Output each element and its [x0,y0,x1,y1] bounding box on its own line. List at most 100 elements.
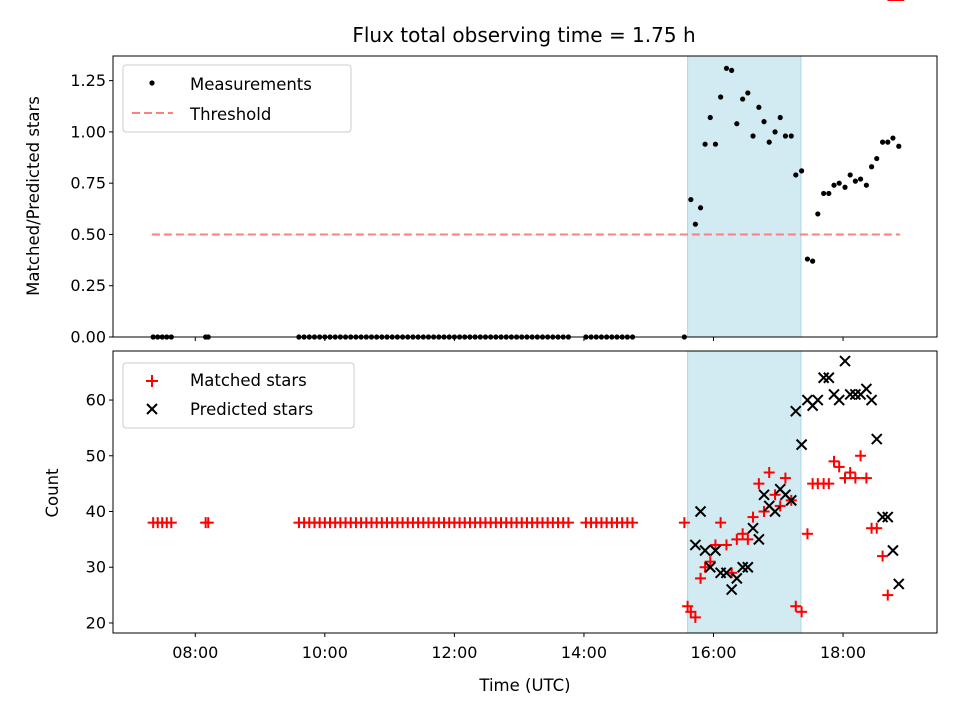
bottom-y-tick-label: 20 [86,613,106,632]
bottom-y-axis-label: Count [43,468,62,518]
measurement-point [777,114,783,121]
matched-stars-points [147,0,905,623]
measurement-point [740,96,746,102]
matched-star-point [704,556,716,568]
measurement-point [793,172,799,178]
matched-star-point [731,533,743,545]
predicted-star-point [790,405,802,417]
matched-star-point [627,517,639,529]
measurement-point [874,155,880,162]
matched-star-point [801,528,813,540]
top-observing-window-shade [687,55,802,338]
predicted-star-point [871,433,883,445]
legend-measurements-label: Measurements [190,75,312,94]
legend-predicted-label: Predicted stars [190,400,313,419]
top-panel: 0.00 0.25 0.50 0.75 1.00 1.25 Matched/Predict… [24,55,938,347]
matched-star-point [747,511,759,523]
measurement-point [723,65,730,71]
chart-title: Flux total observing time = 1.75 h [352,23,695,47]
predicted-star-point [823,372,835,384]
measurement-point [766,139,772,145]
measurement-point [847,172,853,178]
predicted-star-point [893,578,905,590]
top-legend: Measurements Threshold [122,64,352,133]
predicted-star-point [758,489,770,501]
predicted-star-point [720,567,733,579]
matched-star-point [763,466,775,478]
measurement-point [836,180,842,186]
bottom-panel: 20 30 40 50 60 08:00 10:00 12:00 14:00 16:00 18:0… [43,0,938,695]
predicted-star-point [689,539,702,551]
matched-star-point [699,561,711,573]
measurement-point [831,182,837,188]
matched-star-point [849,472,861,484]
measurement-point [826,190,832,197]
top-x-ticks [194,337,844,341]
top-y-axis-label: Matched/Predicted stars [24,96,43,296]
measurement-point [745,90,751,96]
bottom-legend-box [122,362,355,429]
x-tick-label: 14:00 [561,643,607,662]
legend-measurements-marker [149,80,155,86]
matched-star-point [796,606,808,618]
measurement-point [799,168,805,174]
matched-star-point [753,478,765,490]
predicted-star-point [812,394,824,406]
top-axes-frame [112,55,938,338]
predicted-star-point [882,511,894,523]
measurement-point [804,256,811,262]
legend-matched-label: Matched stars [190,371,307,390]
matched-star-point [790,600,802,612]
matched-star-point [562,517,574,529]
measurement-point [890,135,896,141]
matched-star-point [844,466,856,478]
top-y-ticks: 0.00 0.25 0.50 0.75 1.00 1.25 [70,71,113,347]
matched-star-point [877,550,889,562]
bottom-y-tick-label: 40 [86,502,106,521]
predicted-star-point [736,561,749,573]
measurement-point [707,114,713,121]
top-y-tick-label: 1.00 [70,122,106,141]
matched-star-point [709,539,721,551]
matched-star-point [689,611,701,623]
predicted-star-point [709,544,722,557]
top-y-tick-label: 1.25 [70,71,106,90]
x-tick-label: 16:00 [690,643,736,662]
x-tick-label: 12:00 [431,643,477,662]
matched-star-point [720,539,732,551]
predicted-star-point [817,372,830,384]
measurement-point [761,119,767,125]
bottom-y-tick-label: 30 [86,558,106,577]
bottom-axes-frame [112,350,938,634]
bottom-y-tick-label: 50 [86,446,106,465]
matched-star-point [860,472,872,484]
measurement-point [756,104,762,110]
predicted-star-point [769,505,781,518]
predicted-star-point [785,494,797,507]
matched-star-point [685,606,697,618]
top-y-tick-label: 0.00 [70,328,106,347]
predicted-star-point [753,533,765,546]
predicted-stars-points [689,355,905,596]
matched-star-point [202,517,214,529]
measurement-point [702,141,708,147]
top-y-tick-label: 0.75 [70,174,106,193]
measurement-point [879,139,886,145]
predicted-star-point [839,355,851,367]
bottom-y-ticks: 20 30 40 50 60 [86,391,113,632]
measurement-point [788,133,794,139]
measurement-point [772,129,778,135]
top-y-tick-label: 0.50 [70,225,106,244]
bottom-x-ticks: 08:00 10:00 12:00 14:00 16:00 18:00 [172,633,866,662]
measurement-point [810,258,816,264]
top-legend-box [122,64,352,133]
matched-star-point [678,517,690,529]
matched-star-point [726,567,738,579]
measurement-point [697,205,704,211]
predicted-star-point [747,522,759,534]
measurement-point [885,139,891,145]
predicted-star-point [704,561,716,573]
x-tick-label: 18:00 [820,643,866,662]
top-y-tick-label: 0.25 [70,276,106,295]
matched-star-point [855,450,867,462]
